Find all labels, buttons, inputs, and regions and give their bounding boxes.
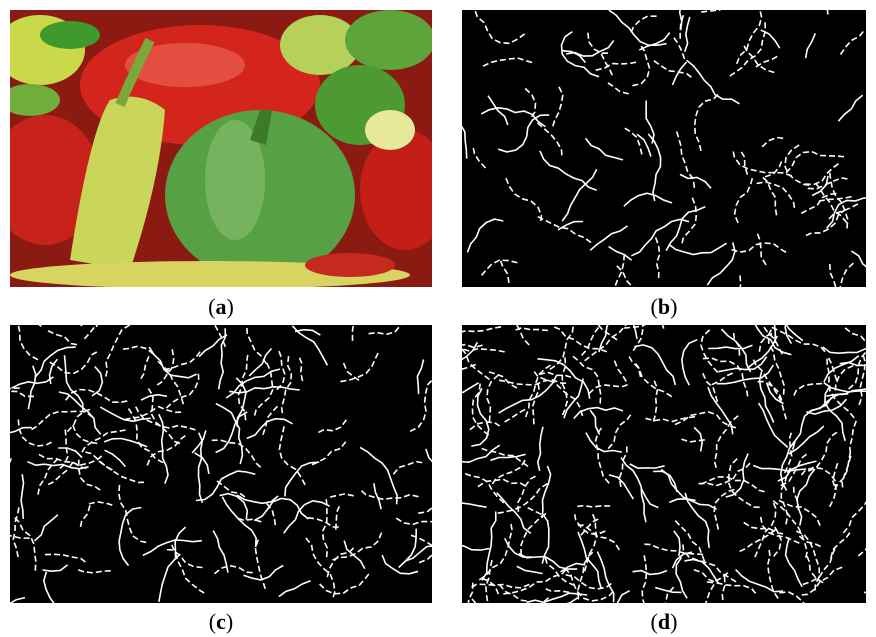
panel-d-image [462,325,866,603]
caption-paren: ( [651,609,658,634]
caption-letter: c [216,609,226,634]
panel-a-image [10,10,432,287]
caption: (c) [191,609,251,635]
panel-c-image [10,325,432,603]
caption-paren: ) [670,294,677,319]
caption: (a) [191,294,251,320]
caption-letter: d [658,609,670,634]
figure: (a) (b) (c) (d) (() => { const data = JS… [0,0,876,637]
background [10,325,432,603]
caption-paren: ( [208,294,215,319]
edge-map-image [462,325,866,603]
caption: (d) [634,609,694,635]
caption-paren: ( [209,609,216,634]
caption-paren: ) [670,609,677,634]
caption-paren: ) [227,294,234,319]
caption-letter: b [658,294,670,319]
caption-paren: ) [226,609,233,634]
caption: (b) [634,294,694,320]
edge-map-image [462,10,866,287]
caption-paren: ( [651,294,658,319]
panel-b-image [462,10,866,287]
edge-map-image [10,325,432,603]
caption-letter: a [216,294,227,319]
peppers-image [10,10,432,287]
background [462,10,866,287]
